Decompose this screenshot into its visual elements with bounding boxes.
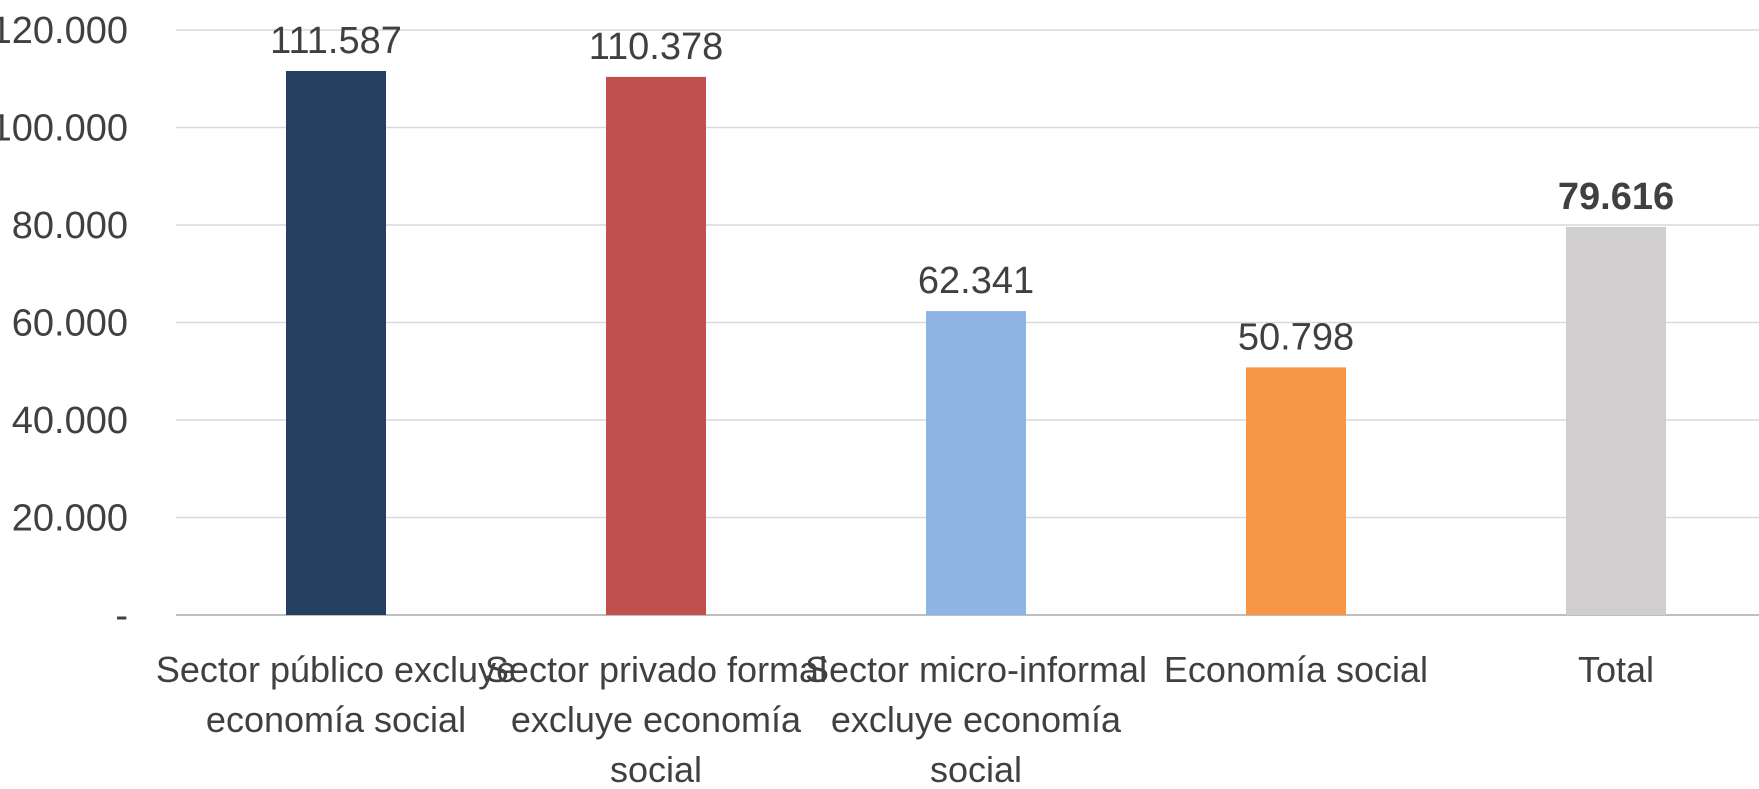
y-tick-label: 80.000 — [12, 205, 128, 247]
category-label-line: Sector público excluye — [156, 649, 516, 690]
y-tick-label: 120.000 — [0, 10, 128, 52]
bar — [1246, 367, 1346, 615]
category-label-line: economía social — [206, 699, 466, 740]
category-label-line: excluye economía — [831, 699, 1122, 740]
category-label: Economía social — [1164, 649, 1428, 690]
bar — [286, 71, 386, 616]
category-labels: Sector público excluye economía socialSec… — [156, 649, 1654, 789]
y-tick-label: 20.000 — [12, 498, 128, 540]
category-label-line: Sector privado formal — [485, 649, 827, 690]
bars — [286, 71, 1666, 616]
y-tick-label: 100.000 — [0, 108, 128, 150]
bar — [606, 76, 706, 616]
data-label: 110.378 — [589, 26, 724, 68]
category-label-line: Economía social — [1164, 649, 1428, 690]
y-tick-label: 60.000 — [12, 303, 128, 345]
category-label-line: excluye economía — [511, 699, 802, 740]
category-label-line: Sector micro-informal — [805, 649, 1147, 690]
data-label: 79.616 — [1558, 176, 1674, 218]
data-label: 62.341 — [918, 260, 1034, 302]
category-label: Sector micro-informal excluye economía soc… — [805, 649, 1147, 789]
category-label-line: social — [930, 749, 1022, 789]
data-label: 50.798 — [1238, 316, 1354, 358]
data-labels: 111.587 110.378 62.341 50.798 79.616 — [270, 20, 1674, 358]
bar — [1566, 226, 1666, 615]
category-label-line: Total — [1578, 649, 1654, 690]
data-label: 111.587 — [270, 20, 402, 62]
category-label: Sector público excluye economía social — [156, 649, 516, 740]
category-label-line: social — [610, 749, 702, 789]
y-tick-label: - — [115, 595, 128, 637]
y-axis-ticks: - 20.000 40.000 60.000 80.000 100.000 120.000 — [0, 10, 128, 637]
category-label: Total — [1578, 649, 1654, 690]
y-tick-label: 40.000 — [12, 400, 128, 442]
bar — [926, 311, 1026, 615]
category-label: Sector privado formal excluye economía soc… — [485, 649, 827, 789]
gridlines — [176, 29, 1759, 616]
